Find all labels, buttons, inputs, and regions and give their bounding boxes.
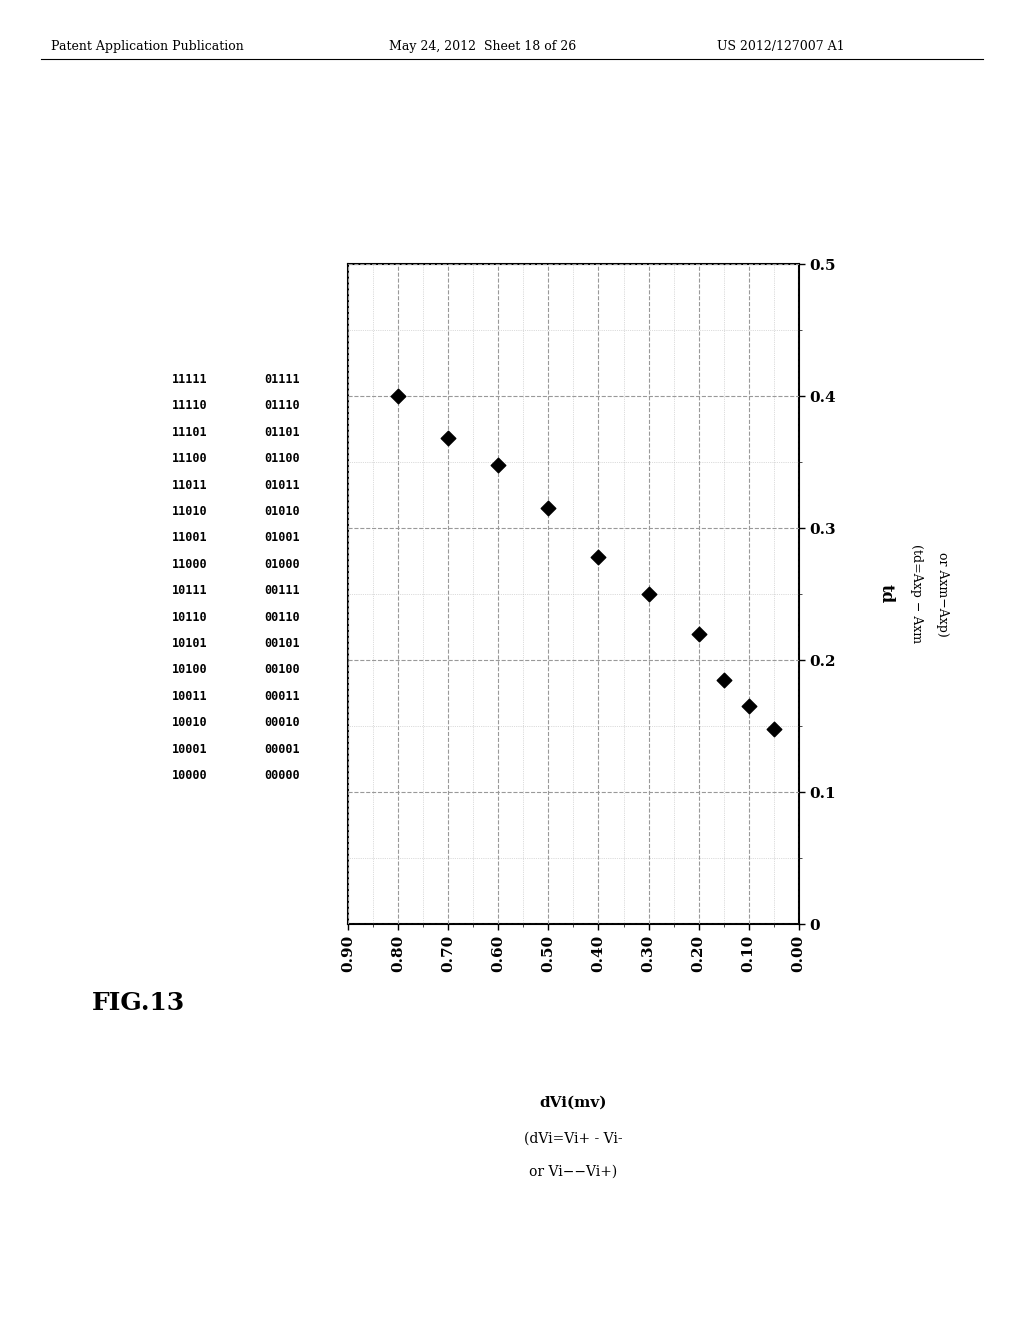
Text: 10110: 10110: [172, 611, 207, 623]
Text: 00001: 00001: [264, 743, 299, 755]
Text: 00111: 00111: [264, 585, 299, 597]
Text: 00100: 00100: [264, 664, 299, 676]
Text: 01100: 01100: [264, 453, 299, 465]
Point: [440, 428, 457, 449]
Point: [766, 718, 782, 739]
Point: [690, 623, 707, 644]
Text: 10100: 10100: [172, 664, 207, 676]
Point: [490, 454, 507, 475]
Text: 10111: 10111: [172, 585, 207, 597]
Text: 01101: 01101: [264, 426, 299, 438]
Point: [590, 546, 606, 568]
Text: 00000: 00000: [264, 770, 299, 781]
Text: 11111: 11111: [172, 374, 207, 385]
Text: 11011: 11011: [172, 479, 207, 491]
Text: US 2012/127007 A1: US 2012/127007 A1: [717, 40, 845, 53]
Text: 11001: 11001: [172, 532, 207, 544]
Text: 11101: 11101: [172, 426, 207, 438]
Text: 01111: 01111: [264, 374, 299, 385]
Point: [390, 385, 407, 407]
Text: 11010: 11010: [172, 506, 207, 517]
Text: 01010: 01010: [264, 506, 299, 517]
Text: 01000: 01000: [264, 558, 299, 570]
Text: 00010: 00010: [264, 717, 299, 729]
Point: [716, 669, 732, 690]
Text: 10001: 10001: [172, 743, 207, 755]
Text: 01011: 01011: [264, 479, 299, 491]
Text: dVi(mv): dVi(mv): [540, 1096, 607, 1109]
Text: 00011: 00011: [264, 690, 299, 702]
Point: [740, 696, 757, 717]
Text: or Axm−Axp): or Axm−Axp): [936, 552, 948, 636]
Text: 11000: 11000: [172, 558, 207, 570]
Text: (dVi=Vi+ - Vi-: (dVi=Vi+ - Vi-: [524, 1133, 623, 1146]
Text: or Vi−−Vi+): or Vi−−Vi+): [529, 1166, 617, 1179]
Text: FIG.13: FIG.13: [92, 991, 185, 1015]
Point: [640, 583, 656, 605]
Text: 10011: 10011: [172, 690, 207, 702]
Text: Patent Application Publication: Patent Application Publication: [51, 40, 244, 53]
Text: (td=Axp − Axm: (td=Axp − Axm: [910, 544, 923, 644]
Text: 01001: 01001: [264, 532, 299, 544]
Point: [541, 498, 557, 519]
Text: td: td: [878, 585, 894, 603]
Text: 00110: 00110: [264, 611, 299, 623]
Text: 11110: 11110: [172, 400, 207, 412]
Text: 10000: 10000: [172, 770, 207, 781]
Text: 00101: 00101: [264, 638, 299, 649]
Text: 10010: 10010: [172, 717, 207, 729]
Text: May 24, 2012  Sheet 18 of 26: May 24, 2012 Sheet 18 of 26: [389, 40, 577, 53]
Text: 10101: 10101: [172, 638, 207, 649]
Text: 01110: 01110: [264, 400, 299, 412]
Text: 11100: 11100: [172, 453, 207, 465]
